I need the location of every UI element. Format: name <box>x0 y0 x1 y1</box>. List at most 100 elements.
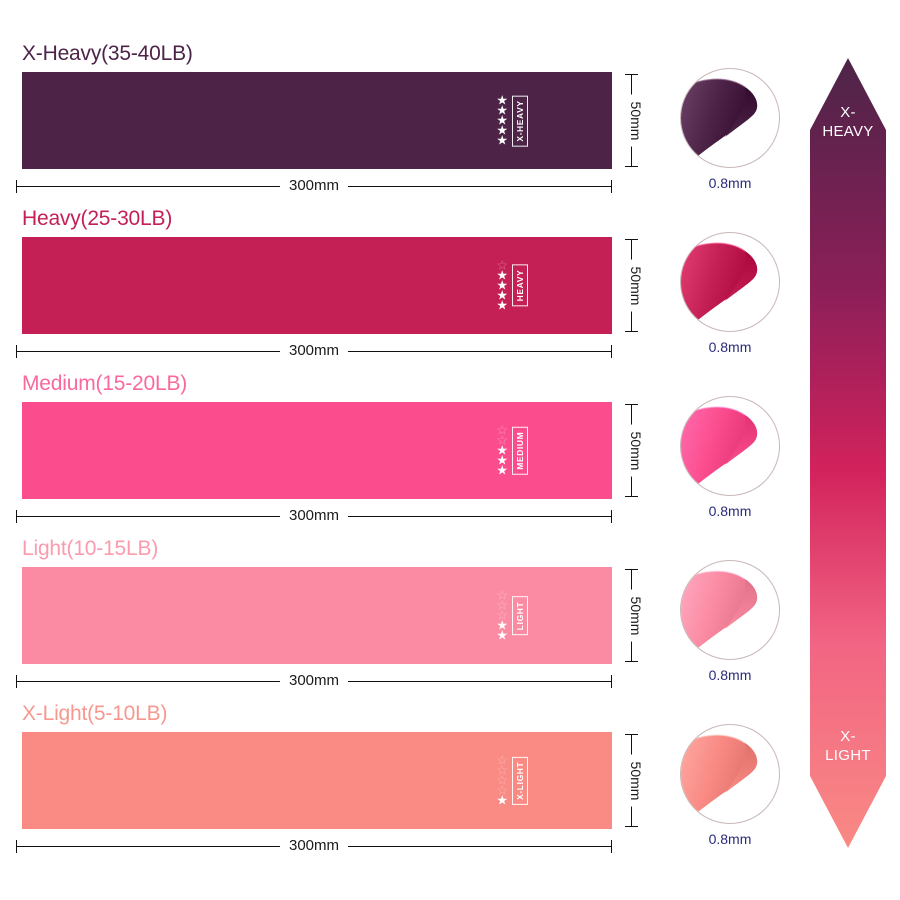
band-tag-label: X-LIGHT <box>512 756 528 805</box>
band-tag-label: LIGHT <box>512 596 528 635</box>
band-swatch: ☆ ☆ ☆ ★ ★ LIGHT <box>22 567 612 664</box>
star-filled-icon: ★ <box>496 92 508 108</box>
width-dimension: 300mm <box>14 175 614 197</box>
band-tag-label: MEDIUM <box>512 426 528 475</box>
band-rows: X-Heavy(35-40LB) ★ ★ ★ ★ ★ X-HEAVY 300mm 50mm Hea… <box>14 42 654 857</box>
star-hollow-icon: ☆ <box>496 772 508 788</box>
height-dimension: 50mm <box>620 567 654 664</box>
dimension-cap-bottom <box>625 661 638 662</box>
dimension-cap-right <box>611 675 612 688</box>
star-filled-icon: ★ <box>496 462 508 478</box>
folded-band-illustration <box>681 734 758 821</box>
band-title: Heavy(25-30LB) <box>22 207 173 230</box>
folded-band-illustration <box>681 242 758 329</box>
dimension-cap-top <box>625 74 638 75</box>
star-hollow-icon: ☆ <box>496 587 508 603</box>
star-filled-icon: ★ <box>496 617 508 633</box>
star-rating: ☆ ★ ★ ★ ★ <box>496 257 508 313</box>
thickness-label: 0.8mm <box>708 175 752 191</box>
band-marking: ★ ★ ★ ★ ★ X-HEAVY <box>496 92 528 148</box>
star-filled-icon: ★ <box>496 297 508 313</box>
star-hollow-icon: ☆ <box>496 257 508 273</box>
star-hollow-icon: ☆ <box>496 607 508 623</box>
dimension-cap-right <box>611 840 612 853</box>
dimension-cap-left <box>16 675 17 688</box>
star-filled-icon: ★ <box>496 132 508 148</box>
thickness-detail: 0.8mm <box>670 724 790 847</box>
band-tag-label: X-HEAVY <box>512 94 528 147</box>
width-dimension-label: 300mm <box>279 505 349 527</box>
band-title: X-Heavy(35-40LB) <box>22 42 193 65</box>
star-filled-icon: ★ <box>496 122 508 138</box>
dimension-cap-left <box>16 510 17 523</box>
width-dimension: 300mm <box>14 670 614 692</box>
star-filled-icon: ★ <box>496 792 508 808</box>
folded-band-illustration <box>681 570 758 657</box>
star-hollow-icon: ☆ <box>496 597 508 613</box>
thickness-detail: 0.8mm <box>670 68 790 191</box>
width-dimension: 300mm <box>14 340 614 362</box>
arrow-top-label-line1: X- <box>840 104 856 121</box>
dimension-cap-left <box>16 345 17 358</box>
band-swatch: ☆ ☆ ★ ★ ★ MEDIUM <box>22 402 612 499</box>
dimension-cap-right <box>611 180 612 193</box>
dimension-cap-right <box>611 510 612 523</box>
star-filled-icon: ★ <box>496 452 508 468</box>
thickness-column: 0.8mm 0.8mm 0.8mm 0.8mm 0.8mm <box>662 0 796 900</box>
thickness-label: 0.8mm <box>708 339 752 355</box>
height-dimension: 50mm <box>620 72 654 169</box>
width-dimension: 300mm <box>14 835 614 857</box>
dimension-cap-top <box>625 404 638 405</box>
dimension-cap-left <box>16 180 17 193</box>
thickness-label: 0.8mm <box>708 503 752 519</box>
folded-band-illustration <box>681 406 758 493</box>
arrow-top-label: X- HEAVY <box>800 103 896 141</box>
band-swatch: ★ ★ ★ ★ ★ X-HEAVY <box>22 72 612 169</box>
arrow-shape <box>810 58 886 848</box>
star-rating: ☆ ☆ ☆ ★ ★ <box>496 587 508 643</box>
band-swatch: ☆ ★ ★ ★ ★ HEAVY <box>22 237 612 334</box>
height-dimension-label: 50mm <box>620 259 644 312</box>
dimension-cap-bottom <box>625 331 638 332</box>
star-hollow-icon: ☆ <box>496 752 508 768</box>
width-dimension-label: 300mm <box>279 670 349 692</box>
thickness-circle <box>680 560 780 660</box>
star-filled-icon: ★ <box>496 442 508 458</box>
height-dimension: 50mm <box>620 237 654 334</box>
band-swatch: ☆ ☆ ☆ ☆ ★ X-LIGHT <box>22 732 612 829</box>
height-dimension-label: 50mm <box>620 424 644 477</box>
height-dimension-label: 50mm <box>620 589 644 642</box>
dimension-cap-bottom <box>625 166 638 167</box>
thickness-circle <box>680 724 780 824</box>
resistance-scale-arrow: X- HEAVY X- LIGHT <box>800 58 896 848</box>
band-title: Medium(15-20LB) <box>22 372 188 395</box>
thickness-detail: 0.8mm <box>670 232 790 355</box>
star-rating: ☆ ☆ ★ ★ ★ <box>496 422 508 478</box>
band-title: X-Light(5-10LB) <box>22 702 168 725</box>
width-dimension-label: 300mm <box>279 175 349 197</box>
dimension-cap-bottom <box>625 826 638 827</box>
star-filled-icon: ★ <box>496 112 508 128</box>
thickness-label: 0.8mm <box>708 831 752 847</box>
star-filled-icon: ★ <box>496 277 508 293</box>
dimension-cap-left <box>16 840 17 853</box>
thickness-detail: 0.8mm <box>670 560 790 683</box>
thickness-circle <box>680 232 780 332</box>
band-marking: ☆ ★ ★ ★ ★ HEAVY <box>496 257 528 313</box>
band-tag-label: HEAVY <box>512 264 528 307</box>
dimension-cap-top <box>625 734 638 735</box>
star-hollow-icon: ☆ <box>496 422 508 438</box>
dimension-cap-top <box>625 239 638 240</box>
thickness-label: 0.8mm <box>708 667 752 683</box>
height-dimension-label: 50mm <box>620 754 644 807</box>
height-dimension: 50mm <box>620 732 654 829</box>
star-filled-icon: ★ <box>496 627 508 643</box>
height-dimension-label: 50mm <box>620 94 644 147</box>
star-rating: ★ ★ ★ ★ ★ <box>496 92 508 148</box>
star-hollow-icon: ☆ <box>496 762 508 778</box>
band-marking: ☆ ☆ ☆ ☆ ★ X-LIGHT <box>496 752 528 808</box>
width-dimension: 300mm <box>14 505 614 527</box>
band-marking: ☆ ☆ ☆ ★ ★ LIGHT <box>496 587 528 643</box>
star-hollow-icon: ☆ <box>496 782 508 798</box>
